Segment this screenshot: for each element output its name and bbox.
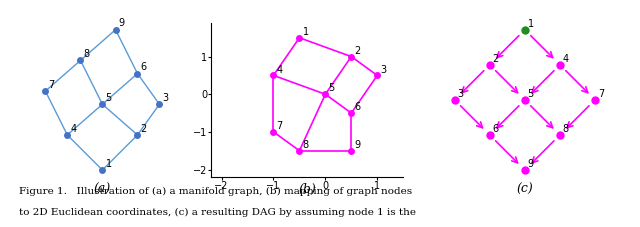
Text: 7: 7 [598, 89, 604, 99]
Text: 3: 3 [163, 93, 168, 103]
Text: 4: 4 [276, 65, 283, 75]
Text: 1: 1 [303, 27, 308, 37]
Text: 5: 5 [328, 84, 335, 94]
Text: 8: 8 [563, 124, 569, 134]
Text: Figure 1.   Illustration of (a) a manifold graph, (b) mapping of graph nodes: Figure 1. Illustration of (a) a manifold… [19, 187, 412, 196]
Text: 1: 1 [106, 159, 111, 169]
Text: 6: 6 [141, 62, 147, 72]
Text: to 2D Euclidean coordinates, (c) a resulting DAG by assuming node 1 is the: to 2D Euclidean coordinates, (c) a resul… [19, 208, 416, 217]
Text: 4: 4 [70, 124, 77, 134]
Text: (b): (b) [298, 183, 316, 196]
Text: 4: 4 [563, 54, 569, 64]
Text: 9: 9 [355, 140, 360, 150]
Text: 7: 7 [276, 121, 283, 131]
Text: 2: 2 [141, 124, 147, 134]
Text: 5: 5 [106, 93, 112, 103]
Text: 9: 9 [118, 18, 125, 28]
Text: 6: 6 [493, 124, 499, 134]
Text: 2: 2 [493, 54, 499, 64]
Text: (c): (c) [516, 183, 533, 196]
Text: 8: 8 [303, 140, 308, 150]
Text: (a): (a) [94, 183, 111, 196]
Text: 3: 3 [458, 89, 463, 99]
Text: 2: 2 [355, 46, 361, 56]
Text: 3: 3 [380, 65, 387, 75]
Text: 8: 8 [84, 49, 90, 59]
Text: 7: 7 [49, 80, 54, 90]
Text: 5: 5 [527, 89, 534, 99]
Text: 9: 9 [527, 159, 534, 169]
Text: 1: 1 [527, 19, 534, 29]
Text: 6: 6 [355, 102, 360, 112]
